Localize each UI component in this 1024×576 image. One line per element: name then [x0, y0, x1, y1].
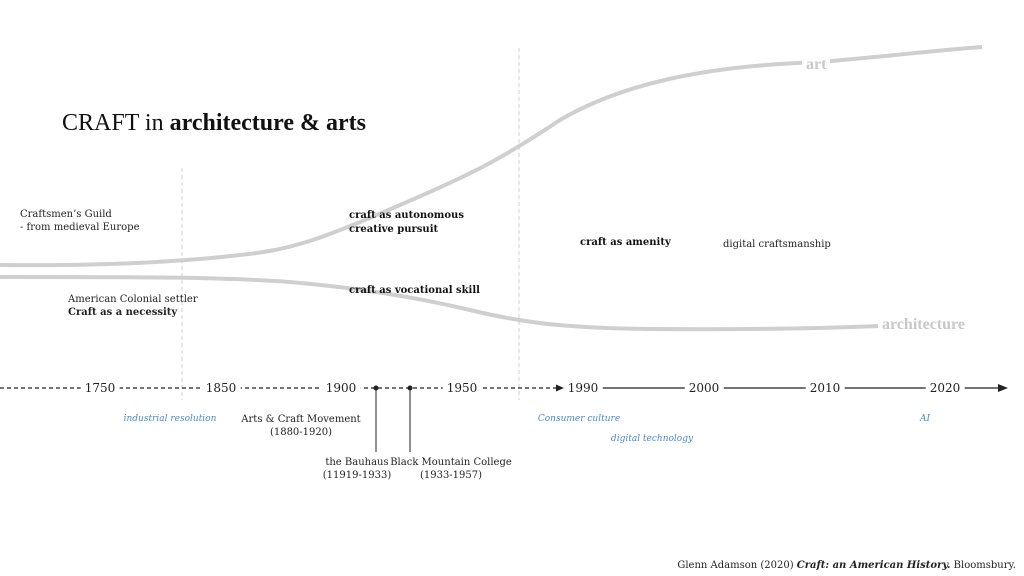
year-1950: 1950 [442, 381, 482, 395]
title-plain: CRAFT in [62, 110, 170, 136]
event-bmc-years: (1933-1957) [419, 470, 483, 481]
guild-note-line1: Craftsmen’s Guild [20, 209, 112, 220]
event-arts-craft: Arts & Craft Movement (1880-1920) [241, 413, 360, 439]
citation-book: Craft: an American History. [796, 560, 951, 571]
colonial-note-line2: Craft as a necessity [68, 307, 178, 318]
autonomous-note: craft as autonomous creative pursuit [349, 209, 464, 237]
architecture-label: architecture [878, 316, 969, 334]
architecture-curve [0, 275, 881, 332]
timeline-end-arrowhead [998, 384, 1008, 392]
colonial-note: American Colonial settler Craft as a nec… [68, 293, 198, 319]
year-2000: 2000 [684, 381, 724, 395]
citation: Glenn Adamson (2020) Craft: an American … [677, 560, 1016, 571]
art-curve [0, 45, 983, 268]
vocational-note: craft as vocational skill [349, 285, 480, 296]
era-digital: digital technology [610, 434, 694, 444]
event-bauhaus-name: the Bauhaus [325, 457, 389, 468]
citation-publisher: Bloomsbury. [950, 560, 1016, 571]
event-bauhaus: the Bauhaus (11919-1933) [323, 456, 391, 482]
guild-note: Craftsmen’s Guild - from medieval Europe [20, 208, 140, 234]
digital-craft-note: digital craftsmanship [723, 239, 831, 250]
era-industrial: industrial resolution [123, 414, 217, 424]
art-label: art [802, 56, 831, 74]
year-1750: 1750 [80, 381, 120, 395]
year-2010: 2010 [805, 381, 845, 395]
event-arts-craft-years: (1880-1920) [269, 427, 333, 438]
page-title: CRAFT in architecture & arts [62, 110, 366, 137]
event-arts-craft-name: Arts & Craft Movement [241, 414, 361, 425]
colonial-note-line1: American Colonial settler [68, 294, 198, 305]
event-bmc-name: Black Mountain College [390, 457, 512, 468]
autonomous-note-line2: creative pursuit [349, 224, 439, 235]
era-ai: AI [919, 414, 931, 424]
citation-author: Glenn Adamson (2020) [677, 560, 797, 571]
title-bold: architecture & arts [169, 110, 366, 136]
year-2020: 2020 [925, 381, 965, 395]
autonomous-note-line1: craft as autonomous [349, 210, 464, 221]
year-1900: 1900 [321, 381, 361, 395]
era-consumer: Consumer culture [537, 414, 621, 424]
event-black-mountain: Black Mountain College (1933-1957) [390, 456, 512, 482]
amenity-note: craft as amenity [580, 237, 671, 248]
timeline-mid-arrowhead [556, 384, 564, 392]
guild-note-line2: - from medieval Europe [20, 222, 140, 233]
event-bauhaus-years: (11919-1933) [322, 470, 392, 481]
year-1990: 1990 [563, 381, 603, 395]
year-1850: 1850 [201, 381, 241, 395]
